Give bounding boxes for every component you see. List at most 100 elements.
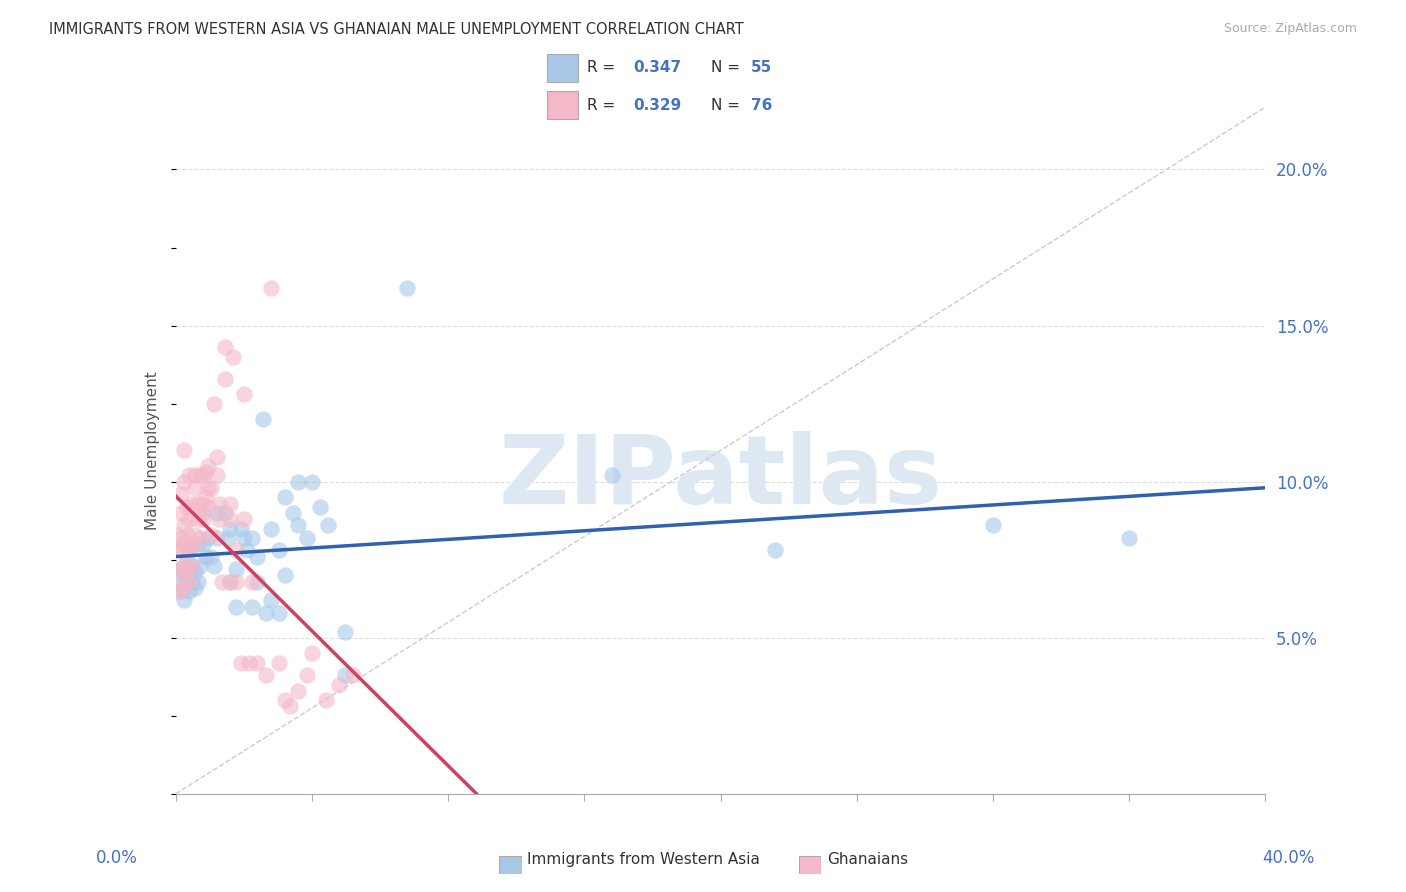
Point	[179, 543, 201, 558]
Point	[214, 506, 236, 520]
Point	[225, 574, 247, 589]
Point	[170, 562, 193, 576]
Text: N =: N =	[710, 98, 744, 112]
Text: R =: R =	[586, 61, 620, 76]
Point	[176, 552, 198, 567]
Point	[186, 512, 209, 526]
Text: Source: ZipAtlas.com: Source: ZipAtlas.com	[1223, 22, 1357, 36]
Text: 0.0%: 0.0%	[96, 849, 138, 867]
Text: 0.347: 0.347	[633, 61, 682, 76]
Point	[225, 599, 247, 614]
Point	[219, 574, 242, 589]
Point	[309, 500, 332, 514]
Point	[170, 562, 193, 576]
Point	[254, 606, 277, 620]
Point	[219, 521, 242, 535]
Point	[240, 531, 263, 545]
Point	[232, 512, 254, 526]
Point	[260, 281, 283, 295]
Text: 0.329: 0.329	[633, 98, 682, 112]
Point	[194, 490, 217, 504]
Point	[281, 506, 304, 520]
Point	[232, 531, 254, 545]
Point	[197, 458, 219, 473]
Point	[252, 412, 274, 426]
Text: ZIPatlas: ZIPatlas	[499, 432, 942, 524]
Point	[287, 475, 309, 489]
Point	[269, 656, 291, 670]
Point	[173, 518, 195, 533]
Point	[208, 496, 231, 510]
Text: 76: 76	[751, 98, 772, 112]
Point	[217, 531, 239, 545]
Point	[240, 599, 263, 614]
Point	[202, 396, 225, 410]
Point	[173, 568, 195, 582]
Point	[225, 562, 247, 576]
Point	[191, 506, 214, 520]
Point	[231, 521, 253, 535]
Point	[173, 537, 195, 551]
Point	[179, 512, 201, 526]
Point	[173, 593, 195, 607]
Point	[211, 574, 233, 589]
Point	[260, 521, 283, 535]
Text: N =: N =	[710, 61, 744, 76]
Point	[333, 624, 356, 639]
Point	[181, 558, 204, 574]
Bar	[547, 91, 578, 120]
Point	[167, 574, 190, 589]
Point	[167, 562, 190, 576]
Point	[205, 531, 228, 545]
Point	[200, 481, 222, 495]
Point	[179, 583, 201, 598]
Point	[214, 371, 236, 385]
Point	[219, 574, 242, 589]
Point	[600, 468, 623, 483]
Point	[231, 656, 253, 670]
Point	[167, 583, 190, 598]
Point	[269, 606, 291, 620]
Point	[173, 558, 195, 574]
Point	[274, 693, 297, 707]
Point	[246, 574, 269, 589]
Point	[315, 693, 337, 707]
Point	[202, 558, 225, 574]
Point	[181, 558, 204, 574]
Point	[333, 668, 356, 682]
Text: R =: R =	[586, 98, 620, 112]
Point	[186, 537, 209, 551]
Point	[170, 506, 193, 520]
Point	[191, 468, 214, 483]
Point	[981, 518, 1004, 533]
Point	[179, 543, 201, 558]
Point	[184, 566, 207, 580]
Point	[173, 475, 195, 489]
Point	[173, 574, 195, 589]
Point	[186, 574, 209, 589]
Point	[179, 468, 201, 483]
Point	[179, 574, 201, 589]
Text: Ghanaians: Ghanaians	[827, 852, 908, 867]
Point	[184, 527, 207, 541]
Point	[208, 512, 231, 526]
Point	[269, 543, 291, 558]
Point	[287, 518, 309, 533]
Text: 40.0%: 40.0%	[1263, 849, 1315, 867]
Point	[295, 531, 318, 545]
Point	[176, 500, 198, 514]
Point	[197, 481, 219, 495]
Point	[200, 527, 222, 541]
Point	[181, 537, 204, 551]
Point	[328, 678, 350, 692]
Point	[763, 543, 786, 558]
Point	[396, 281, 419, 295]
Point	[200, 549, 222, 564]
Point	[176, 574, 198, 589]
Point	[295, 668, 318, 682]
Point	[170, 583, 193, 598]
Point	[232, 387, 254, 401]
Point	[191, 496, 214, 510]
Point	[191, 537, 214, 551]
Point	[318, 518, 340, 533]
